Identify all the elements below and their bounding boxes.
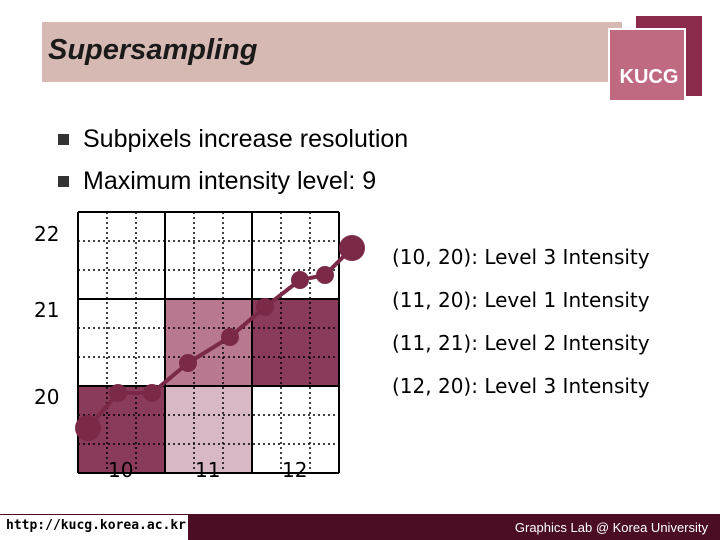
sample-point	[75, 415, 101, 441]
annotation-11-20: (11, 20): Level 1 Intensity	[392, 288, 650, 312]
footer-url[interactable]: http://kucg.korea.ac.kr	[6, 518, 187, 533]
row-label-22: 22	[34, 222, 60, 246]
sample-point	[291, 271, 309, 289]
sample-point	[143, 384, 161, 402]
footer-url-box	[0, 514, 188, 540]
row-label-20: 20	[34, 385, 60, 409]
col-label-12: 12	[282, 458, 308, 482]
bullet-list: Subpixels increase resolution Maximum in…	[52, 118, 408, 202]
pixel-cell-11-20	[165, 386, 252, 473]
slide-title: Supersampling	[48, 34, 258, 66]
annotation-11-21: (11, 21): Level 2 Intensity	[392, 331, 650, 355]
sample-point	[221, 328, 239, 346]
logo-box	[608, 28, 686, 102]
footer-credit: Graphics Lab @ Korea University	[514, 520, 708, 535]
sample-point	[179, 354, 197, 372]
bullet-square-icon	[58, 175, 69, 187]
col-label-10: 10	[108, 458, 134, 482]
line-path	[75, 235, 365, 441]
sample-point	[316, 266, 334, 284]
bullet-item: Maximum intensity level: 9	[52, 160, 408, 202]
bullet-item: Subpixels increase resolution	[52, 118, 408, 160]
subpixel-grid-lines	[77, 211, 340, 474]
bullet-text: Maximum intensity level: 9	[83, 166, 377, 195]
bullet-square-icon	[58, 133, 69, 145]
col-label-11: 11	[195, 458, 221, 482]
annotation-10-20: (10, 20): Level 3 Intensity	[392, 245, 650, 269]
sample-point	[109, 384, 127, 402]
annotation-12-20: (12, 20): Level 3 Intensity	[392, 374, 650, 398]
bullet-text: Subpixels increase resolution	[83, 124, 409, 153]
logo-text: KUCG	[619, 66, 679, 88]
sample-point	[256, 298, 274, 316]
sample-point	[339, 235, 365, 261]
title-bar	[42, 22, 622, 82]
row-label-21: 21	[34, 298, 60, 322]
